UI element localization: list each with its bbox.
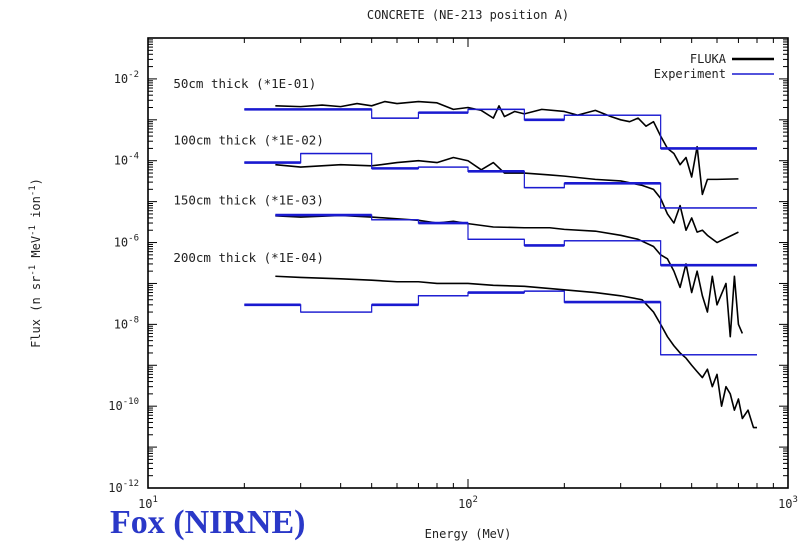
fluka-line-200cm (275, 275, 757, 429)
thickness-annotation: 150cm thick (*1E-03) (173, 193, 324, 208)
y-tick-base: 10 (108, 481, 122, 495)
x-tick-base: 10 (458, 497, 472, 511)
x-tick-label: 103 (778, 495, 798, 511)
experiment-step-line-200cm (244, 290, 757, 356)
y-tick-exp: -2 (128, 70, 139, 80)
y-axis-label: Flux (n sr-1 MeV-1 ion-1) (28, 178, 43, 348)
overlay-heading: Fox (NIRNE) (110, 504, 306, 541)
y-tick-exp: -4 (128, 152, 139, 162)
y-tick-exp: -10 (123, 397, 139, 407)
fluka-line-100cm (275, 156, 739, 244)
y-tick-label: 10-10 (108, 397, 139, 413)
axis-ticks (147, 38, 788, 489)
annotations: 50cm thick (*1E-01) 100cm thick (*1E-02) 1… (173, 76, 324, 265)
chart-title: CONCRETE (NE-213 position A) (367, 8, 569, 22)
thickness-annotation: 100cm thick (*1E-02) (173, 132, 324, 147)
thickness-annotation: 200cm thick (*1E-04) (173, 250, 324, 265)
y-tick-label: 10-8 (114, 315, 139, 331)
y-tick-base: 10 (114, 317, 128, 331)
x-axis-label: Energy (MeV) (425, 527, 512, 541)
x-tick-base: 10 (778, 497, 792, 511)
y-tick-exp: -12 (123, 479, 139, 489)
legend-label-fluka: FLUKA (690, 52, 727, 66)
x-tick-exp: 2 (473, 495, 478, 505)
y-label-exp2: -1 (28, 225, 38, 236)
x-tick-label: 102 (458, 495, 478, 511)
fluka-line-50cm (275, 100, 739, 196)
fluka-line-150cm (275, 214, 744, 338)
x-tick-exp: 3 (793, 495, 798, 505)
y-label-exp3: -1 (28, 185, 38, 196)
y-tick-base: 10 (114, 72, 128, 86)
y-tick-label: 10-12 (108, 479, 139, 495)
y-label-end: ) (29, 178, 43, 185)
x-tick-label: 101 (138, 495, 158, 511)
y-label-base: Flux (n sr (29, 276, 43, 348)
legend-label-experiment: Experiment (654, 67, 726, 81)
y-label-exp1: -1 (28, 265, 38, 276)
x-tick-exp: 1 (153, 495, 158, 505)
legend: FLUKA Experiment (654, 52, 774, 81)
y-tick-label: 10-4 (114, 152, 139, 168)
y-tick-exp: -6 (128, 234, 139, 244)
y-tick-base: 10 (108, 399, 122, 413)
y-label-mid2: ion (29, 196, 43, 225)
x-tick-base: 10 (138, 497, 152, 511)
y-tick-label: 10-2 (114, 70, 139, 86)
series-group (244, 100, 757, 429)
x-tick-labels: 101 102 103 (138, 495, 798, 511)
y-tick-exp: -8 (128, 315, 139, 325)
thickness-annotation: 50cm thick (*1E-01) (173, 76, 316, 91)
y-tick-label: 10-6 (114, 234, 139, 250)
y-label-mid: MeV (29, 236, 43, 265)
y-tick-base: 10 (114, 236, 128, 250)
y-tick-base: 10 (114, 154, 128, 168)
